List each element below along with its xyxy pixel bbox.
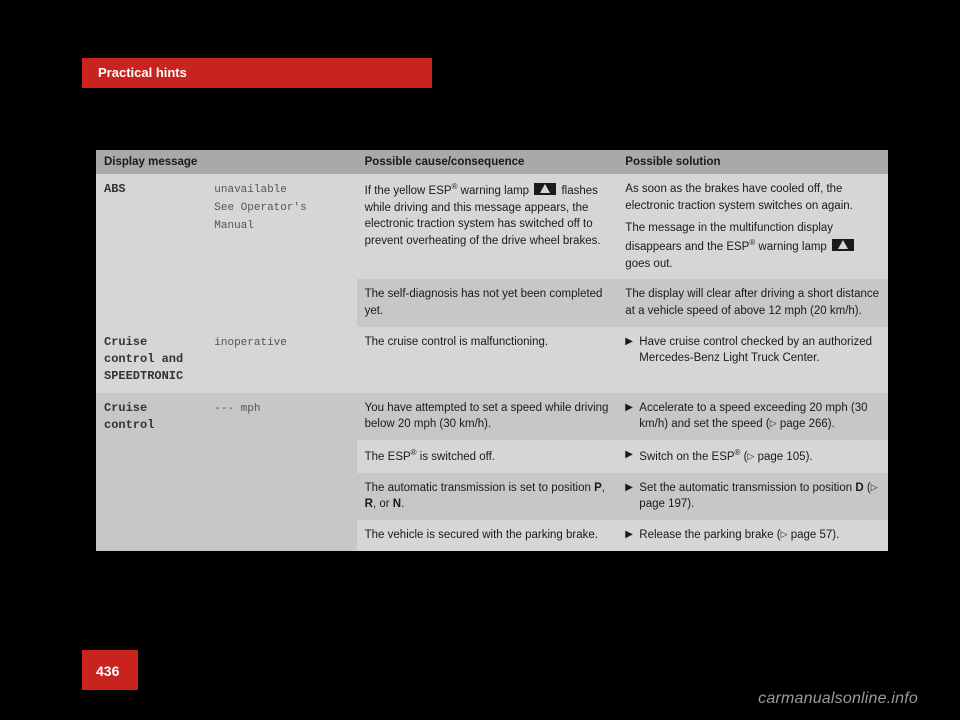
solution-text: Have cruise control checked by an author… — [639, 334, 880, 367]
cell-cause: The ESP® is switched off. — [357, 440, 618, 473]
solution-text: Accelerate to a speed exceeding 20 mph (… — [639, 400, 880, 433]
table-header-row: Display message Possible cause/consequen… — [96, 150, 888, 174]
msg-inoperative: inoperative — [214, 337, 287, 349]
cell-cause: The automatic transmission is set to pos… — [357, 473, 618, 520]
cell-solution: ▶ Accelerate to a speed exceeding 20 mph… — [617, 393, 888, 440]
cell-cause: The vehicle is secured with the parking … — [357, 520, 618, 551]
th-solution: Possible solution — [617, 150, 888, 174]
cell-solution: As soon as the brakes have cooled off, t… — [617, 174, 888, 279]
msg-cruise: SPEEDTRONIC — [104, 369, 183, 383]
msg-mph: --- mph — [214, 403, 260, 415]
watermark-text: carmanualsonline.info — [758, 690, 918, 708]
table-row: Cruise control --- mph You have attempte… — [96, 393, 888, 440]
msg-cruise: Cruise — [104, 335, 147, 349]
solution-p2: The message in the multifunction display… — [625, 220, 880, 272]
table-row: Cruise control and SPEEDTRONIC inoperati… — [96, 327, 888, 393]
cell-msg-primary: Cruise control and SPEEDTRONIC — [96, 327, 206, 393]
bullet-icon: ▶ — [625, 447, 639, 466]
msg-cruise: Cruise — [104, 401, 147, 415]
msg-cruise: control — [104, 418, 154, 432]
bullet-icon: ▶ — [625, 527, 639, 544]
section-title: Practical hints — [98, 65, 187, 80]
solution-text: Switch on the ESP® (▷ page 105). — [639, 447, 880, 466]
th-cause: Possible cause/consequence — [357, 150, 618, 174]
section-header-tab: Practical hints — [82, 58, 432, 88]
th-display-message: Display message — [96, 150, 357, 174]
solution-p1: As soon as the brakes have cooled off, t… — [625, 181, 880, 214]
cell-cause: The cruise control is malfunctioning. — [357, 327, 618, 393]
messages-table: Display message Possible cause/consequen… — [96, 150, 888, 551]
msg-unavailable: unavailable — [214, 184, 287, 196]
cell-solution: The display will clear after driving a s… — [617, 279, 888, 326]
cell-solution: ▶ Have cruise control checked by an auth… — [617, 327, 888, 393]
cell-msg-secondary: --- mph — [206, 393, 356, 551]
cell-cause: You have attempted to set a speed while … — [357, 393, 618, 440]
cell-cause: If the yellow ESP® warning lamp flashes … — [357, 174, 618, 279]
cell-msg-primary: Cruise control — [96, 393, 206, 551]
bullet-icon: ▶ — [625, 480, 639, 513]
bullet-icon: ▶ — [625, 334, 639, 367]
cell-cause: The self-diagnosis has not yet been comp… — [357, 279, 618, 326]
solution-text: Set the automatic transmission to positi… — [639, 480, 880, 513]
cell-solution: ▶ Switch on the ESP® (▷ page 105). — [617, 440, 888, 473]
solution-text: Release the parking brake (▷ page 57). — [639, 527, 880, 544]
cell-solution: ▶ Set the automatic transmission to posi… — [617, 473, 888, 520]
msg-abs: ABS — [104, 182, 126, 196]
page-number-tab: 436 — [82, 650, 138, 690]
messages-table-container: Display message Possible cause/consequen… — [96, 150, 888, 551]
cell-msg-secondary: unavailable See Operator's Manual — [206, 174, 356, 327]
msg-see-manual: See Operator's Manual — [214, 202, 306, 232]
cell-msg-secondary: inoperative — [206, 327, 356, 393]
table-row: ABS unavailable See Operator's Manual If… — [96, 174, 888, 279]
bullet-icon: ▶ — [625, 400, 639, 433]
esp-warning-icon — [534, 183, 556, 195]
esp-warning-icon — [832, 239, 854, 251]
cell-msg-primary: ABS — [96, 174, 206, 327]
msg-cruise: control and — [104, 352, 183, 366]
cell-solution: ▶ Release the parking brake (▷ page 57). — [617, 520, 888, 551]
page-number: 436 — [96, 663, 119, 679]
